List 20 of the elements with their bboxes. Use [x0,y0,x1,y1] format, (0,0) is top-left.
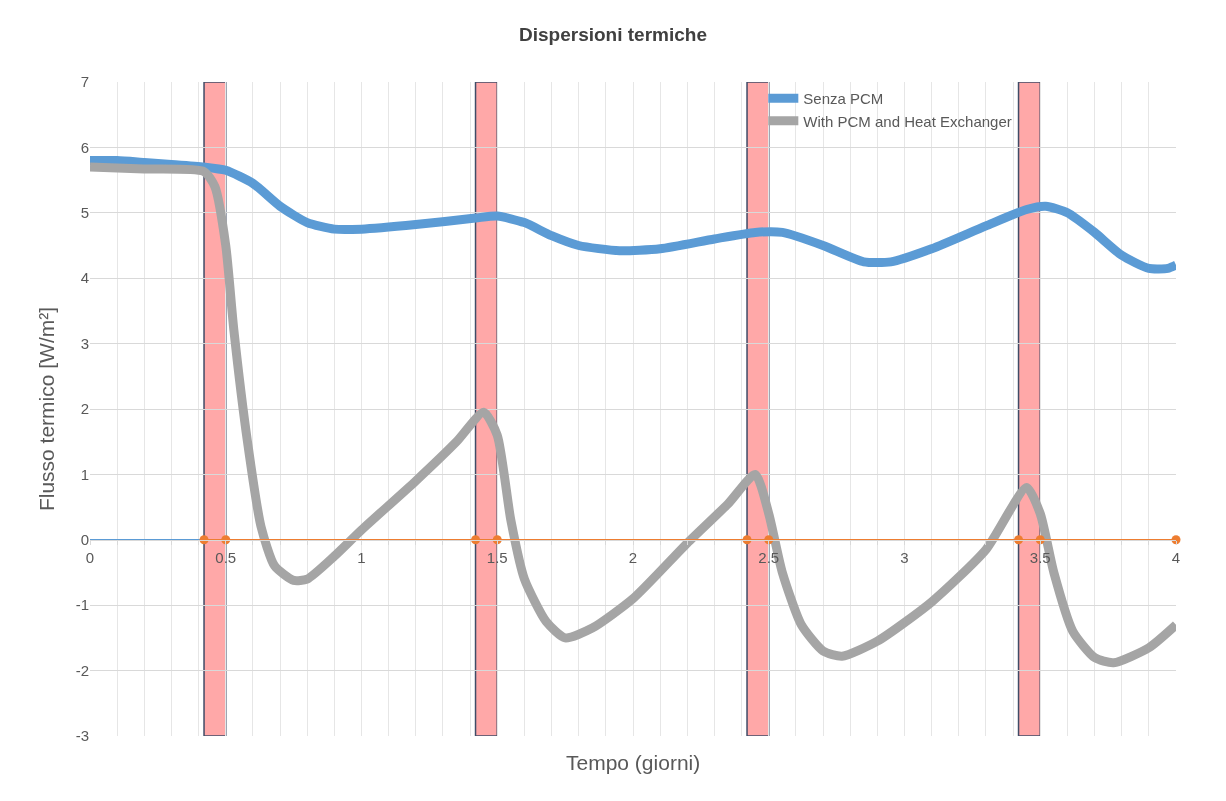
x-tick-label: 2 [628,548,638,566]
y-tick-label: 7 [80,73,89,91]
y-tick-label: 0 [80,531,89,549]
legend-label: Senza PCM [803,90,884,108]
y-tick-label: 6 [80,138,89,156]
y-tick-label: 2 [80,400,89,418]
y-tick-label: -3 [75,727,89,745]
legend-label: With PCM and Heat Exchanger [803,112,1012,130]
y-tick-label: 5 [80,204,89,222]
y-tick-label: 3 [80,334,89,352]
y-axis-title: Flusso termico [W/m²] [34,306,58,512]
chart-title: Dispersioni termiche [519,24,707,46]
y-tick-label: 4 [80,269,89,287]
x-axis-title: Tempo (giorni) [566,751,701,774]
x-tick-label: 1 [357,548,366,566]
y-tick-label: -2 [75,661,89,679]
y-tick-label: 1 [80,465,89,483]
y-tick-label: -1 [75,596,89,614]
x-tick-label: 3 [900,548,909,566]
x-tick-label: 4 [1171,548,1181,566]
